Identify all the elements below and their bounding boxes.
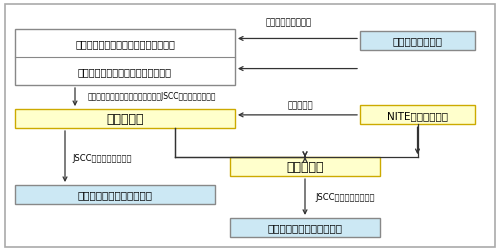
Text: 日本電気計器検定所、指定校正機関: 日本電気計器検定所、指定校正機関	[78, 67, 172, 77]
FancyBboxPatch shape	[15, 185, 215, 204]
Text: ユーザ（試験所、工場等）: ユーザ（試験所、工場等）	[78, 190, 152, 200]
Text: JSCC校正証明書の発行: JSCC校正証明書の発行	[72, 153, 132, 162]
Text: 特定標準器または特定標準器によるJSCC校正証明書の発行: 特定標準器または特定標準器によるJSCC校正証明書の発行	[88, 92, 216, 101]
FancyBboxPatch shape	[230, 158, 380, 176]
Text: NITE認定センター: NITE認定センター	[387, 110, 448, 120]
Text: ユーザ（試験所、工場等）: ユーザ（試験所、工場等）	[268, 223, 342, 232]
Text: 国立研究開発法人産業技術総合研究所: 国立研究開発法人産業技術総合研究所	[75, 39, 175, 49]
FancyBboxPatch shape	[15, 30, 235, 86]
FancyBboxPatch shape	[360, 32, 475, 50]
Text: 計量標準の国際比較: 計量標準の国際比較	[266, 18, 312, 27]
FancyBboxPatch shape	[230, 218, 380, 237]
Text: 各国標準研究機関: 各国標準研究機関	[392, 36, 442, 46]
Text: JSCC校正証明書の発行: JSCC校正証明書の発行	[315, 193, 374, 202]
Text: 登録事業者: 登録事業者	[286, 161, 324, 173]
FancyBboxPatch shape	[360, 106, 475, 125]
Text: 審査・登録: 審査・登録	[287, 101, 313, 110]
FancyBboxPatch shape	[5, 5, 495, 247]
Text: 登録事業者: 登録事業者	[106, 113, 144, 125]
FancyBboxPatch shape	[15, 110, 235, 129]
